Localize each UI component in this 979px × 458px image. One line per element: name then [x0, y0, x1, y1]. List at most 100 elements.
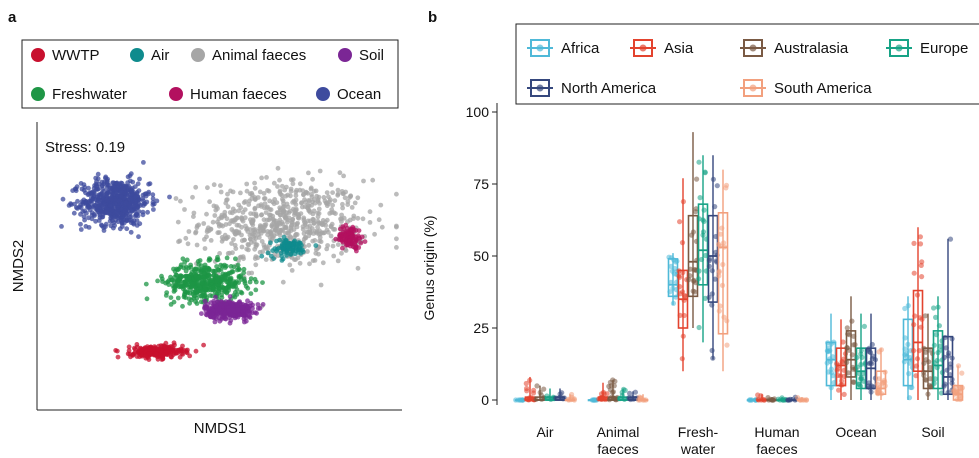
scatter-point: [198, 299, 204, 305]
legend-a-label-freshwater: Freshwater: [52, 86, 127, 103]
scatter-point: [144, 296, 150, 302]
scatter-point: [249, 190, 255, 196]
box-point: [931, 305, 937, 311]
scatter-point: [113, 187, 119, 193]
legend-b-label-europe: Europe: [920, 40, 968, 57]
scatter-point: [215, 257, 221, 263]
scatter-point: [82, 184, 88, 190]
box-point: [693, 206, 699, 212]
scatter-point: [184, 257, 190, 263]
scatter-point: [342, 195, 348, 201]
scatter-point: [394, 224, 399, 230]
scatter-point: [141, 203, 146, 208]
scatter-point: [212, 319, 218, 325]
scatter-point: [189, 281, 195, 287]
scatter-point: [329, 182, 334, 187]
scatter-point: [243, 283, 249, 289]
scatter-point: [89, 212, 95, 218]
box-point: [911, 240, 917, 246]
scatter-point: [183, 235, 189, 241]
box-point: [702, 170, 708, 176]
scatter-point: [263, 222, 269, 227]
scatter-point: [271, 256, 276, 261]
scatter-point: [233, 256, 238, 262]
scatter-point: [273, 227, 279, 233]
scatter-point: [112, 201, 118, 207]
scatter-point: [306, 208, 312, 214]
panel-a-legend-frame: [21, 39, 399, 109]
scatter-point: [195, 280, 201, 285]
scatter-point: [108, 189, 113, 194]
scatter-point: [315, 218, 321, 224]
scatter-point: [316, 251, 321, 257]
scatter-point: [337, 170, 343, 176]
legend-a-label-human-faeces: Human faeces: [190, 86, 287, 103]
scatter-point: [230, 189, 236, 195]
scatter-point: [114, 211, 120, 217]
scatter-point: [242, 199, 248, 204]
box-point: [523, 380, 529, 387]
legend-b-item-africa: Africa: [527, 39, 600, 57]
scatter-point: [301, 231, 307, 236]
scatter-point: [251, 227, 256, 233]
scatter-point: [193, 229, 199, 235]
legend-a-swatch-animal-faeces: [191, 48, 205, 62]
scatter-point: [235, 307, 241, 313]
scatter-point: [247, 236, 253, 242]
scatter-point: [325, 201, 331, 207]
scatter-point: [163, 293, 169, 298]
scatter-point: [94, 207, 100, 213]
scatter-point: [262, 201, 268, 207]
scatter-point: [214, 264, 220, 269]
scatter-point: [223, 222, 229, 227]
box-point: [927, 364, 933, 371]
scatter-point: [240, 309, 246, 315]
scatter-point: [235, 262, 241, 268]
scatter-series-ocean: [59, 160, 172, 240]
scatter-point: [253, 287, 259, 293]
scatter-point: [229, 283, 235, 289]
scatter-point: [244, 181, 250, 187]
scatter-point: [202, 276, 208, 282]
box-series-south-america: [564, 169, 965, 403]
scatter-point: [307, 198, 312, 204]
scatter-point: [83, 201, 89, 206]
scatter-point: [270, 248, 275, 254]
stress-annotation: Stress: 0.19: [45, 139, 125, 156]
scatter-point: [346, 231, 351, 236]
box-point: [718, 231, 724, 237]
scatter-point: [174, 273, 180, 278]
scatter-point: [355, 233, 361, 239]
x-tick-label-ocean: Ocean: [835, 424, 876, 440]
scatter-point: [328, 233, 334, 239]
scatter-point: [136, 188, 142, 194]
scatter-point: [288, 186, 294, 192]
scatter-point: [171, 266, 176, 272]
scatter-point: [222, 265, 228, 270]
legend-b-key-dot: [536, 44, 544, 52]
scatter-point: [265, 204, 270, 210]
scatter-point: [280, 246, 286, 252]
scatter-point: [258, 231, 264, 236]
box-point: [637, 394, 643, 400]
scatter-point: [287, 262, 293, 268]
scatter-point: [293, 193, 299, 199]
scatter-point: [267, 229, 273, 235]
scatter-point: [249, 310, 255, 316]
scatter-point: [222, 213, 227, 219]
box-point: [694, 176, 700, 182]
scatter-point: [211, 182, 217, 188]
legend-b-label-north-america: North America: [561, 80, 657, 97]
scatter-point: [290, 181, 296, 187]
box-point: [531, 387, 537, 393]
y-tick-label: 50: [473, 248, 489, 264]
scatter-point: [128, 171, 134, 177]
scatter-point: [235, 302, 241, 307]
box-point: [701, 218, 707, 225]
scatter-point: [68, 201, 73, 207]
scatter-point: [168, 295, 174, 300]
scatter-point: [300, 249, 306, 255]
scatter-point: [239, 305, 245, 311]
scatter-point: [309, 192, 314, 197]
scatter-point: [212, 213, 218, 218]
